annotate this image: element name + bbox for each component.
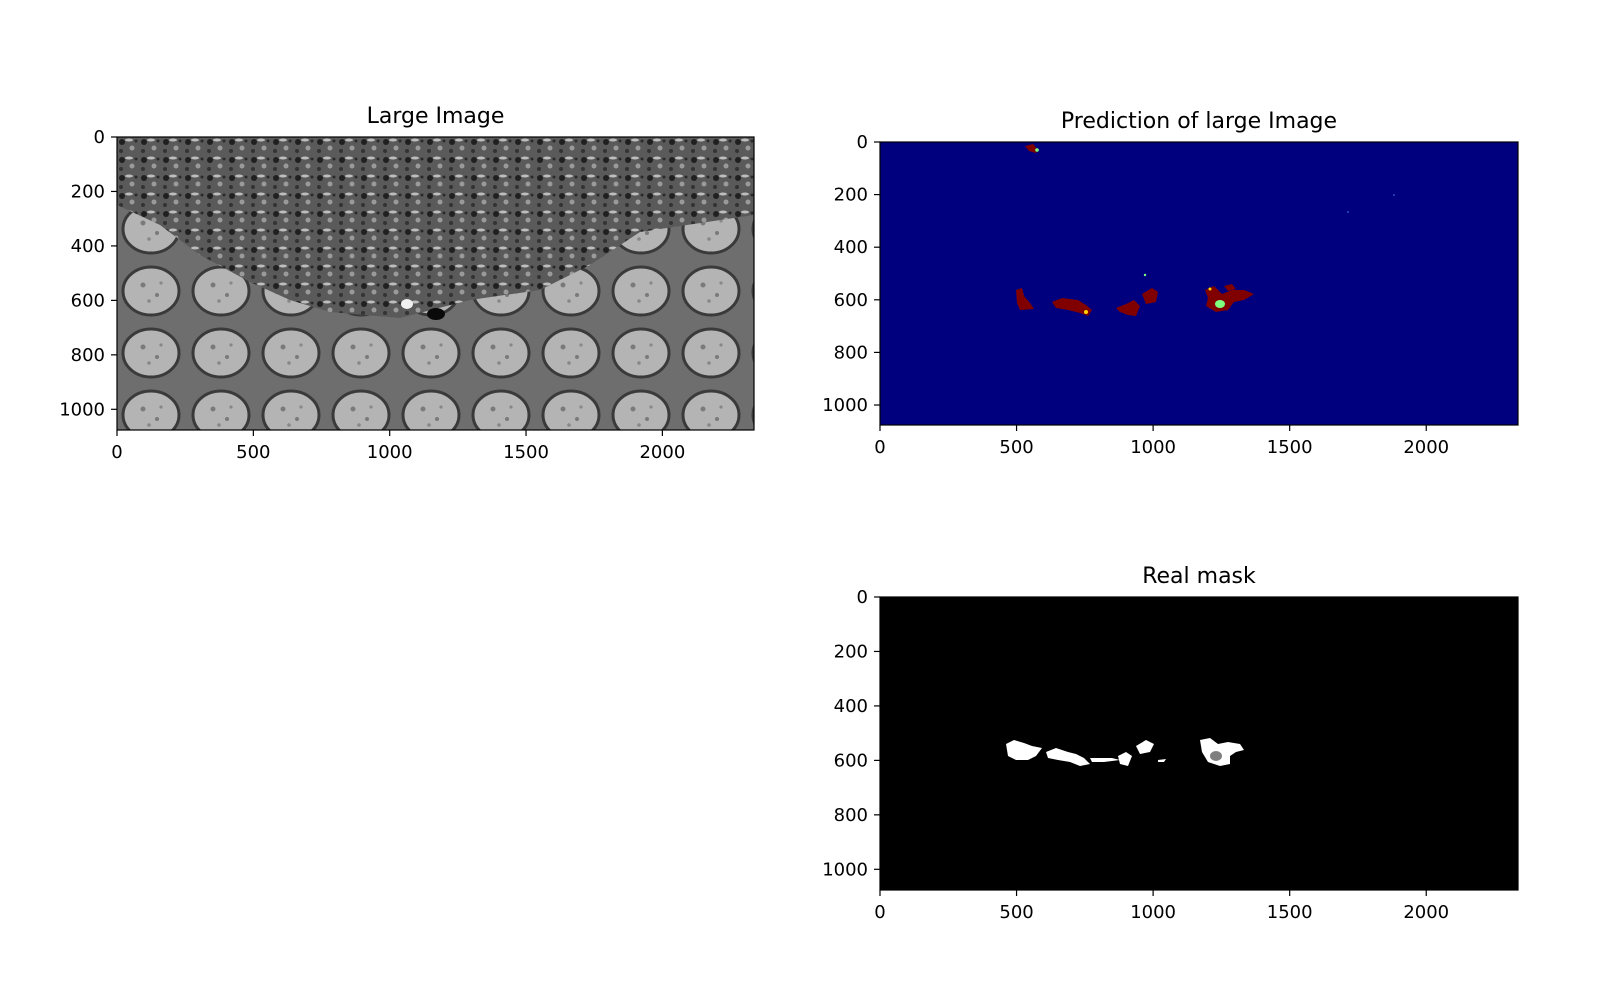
mask-region — [1158, 759, 1166, 762]
y-tick-label: 800 — [71, 345, 105, 366]
y-tick-label: 400 — [834, 237, 868, 258]
prediction-region — [1224, 284, 1236, 291]
mask-region — [1200, 738, 1244, 766]
mask-region — [1006, 740, 1042, 760]
mask-regions — [1006, 738, 1244, 766]
tissue-image-dense-region — [117, 137, 754, 318]
x-tick-label: 500 — [236, 442, 270, 463]
x-tick-label: 0 — [874, 902, 885, 923]
prediction-region — [1025, 144, 1038, 153]
y-tick-label: 800 — [834, 805, 868, 826]
mask-region — [1118, 752, 1132, 766]
y-tick-label: 200 — [71, 181, 105, 202]
y-tick-label: 1000 — [59, 399, 105, 420]
axes-frame — [116, 136, 755, 431]
x-tick-label: 0 — [874, 437, 885, 458]
prediction-speck — [1347, 211, 1349, 213]
mask-background — [880, 597, 1518, 890]
prediction-region — [1052, 298, 1092, 316]
y-tick-label: 200 — [834, 185, 868, 206]
x-tick-label: 1500 — [1267, 902, 1313, 923]
y-tick-label: 0 — [857, 132, 868, 153]
y-tick-label: 400 — [834, 696, 868, 717]
x-tick-label: 2000 — [639, 442, 685, 463]
y-tick-label: 600 — [834, 750, 868, 771]
x-tick-label: 0 — [111, 442, 122, 463]
y-tick-label: 1000 — [822, 859, 868, 880]
prediction-highlight — [1215, 300, 1225, 308]
prediction-region — [1142, 288, 1158, 304]
x-tick-label: 1000 — [367, 442, 413, 463]
prediction-region — [1116, 300, 1140, 316]
y-tick-label: 0 — [857, 587, 868, 608]
axes-ticks: 0 500 1000 1500 2000 0 200 400 600 800 1000 — [59, 127, 685, 463]
x-tick-label: 1000 — [1130, 902, 1176, 923]
y-tick-label: 400 — [71, 236, 105, 257]
y-tick-label: 600 — [834, 290, 868, 311]
panel-title: Prediction of large Image — [1060, 109, 1338, 134]
prediction-region — [1016, 288, 1034, 310]
y-tick-label: 0 — [94, 127, 105, 148]
prediction-regions — [1016, 144, 1395, 316]
prediction-highlight — [1143, 273, 1147, 277]
panel-title: Large Image — [366, 104, 505, 129]
x-tick-label: 1500 — [503, 442, 549, 463]
mask-region — [1046, 748, 1090, 766]
mask-gray-region — [1210, 751, 1222, 761]
tissue-bright-spot — [401, 299, 413, 309]
axes-ticks: 0 500 1000 1500 2000 0 200 400 600 800 1000 — [822, 587, 1449, 923]
y-tick-label: 1000 — [822, 395, 868, 416]
prediction-background — [880, 142, 1518, 425]
x-tick-label: 1500 — [1267, 437, 1313, 458]
prediction-highlight — [1208, 287, 1212, 291]
x-tick-label: 500 — [999, 902, 1033, 923]
prediction-highlight — [1035, 148, 1039, 152]
axes-frame — [879, 596, 1519, 891]
x-tick-label: 1000 — [1130, 437, 1176, 458]
axes-ticks: 0 500 1000 1500 2000 0 200 400 600 800 1000 — [822, 132, 1449, 458]
y-tick-label: 600 — [71, 290, 105, 311]
x-tick-label: 500 — [999, 437, 1033, 458]
mask-region — [1136, 740, 1154, 754]
panel-title: Real mask — [1142, 564, 1256, 589]
tissue-dark-spot — [427, 308, 445, 320]
mask-region — [1090, 758, 1120, 762]
axes-frame — [879, 141, 1519, 426]
y-tick-label: 800 — [834, 342, 868, 363]
y-tick-label: 200 — [834, 641, 868, 662]
x-tick-label: 2000 — [1403, 437, 1449, 458]
prediction-highlight — [1084, 310, 1088, 314]
prediction-speck — [1393, 194, 1395, 196]
x-tick-label: 2000 — [1403, 902, 1449, 923]
